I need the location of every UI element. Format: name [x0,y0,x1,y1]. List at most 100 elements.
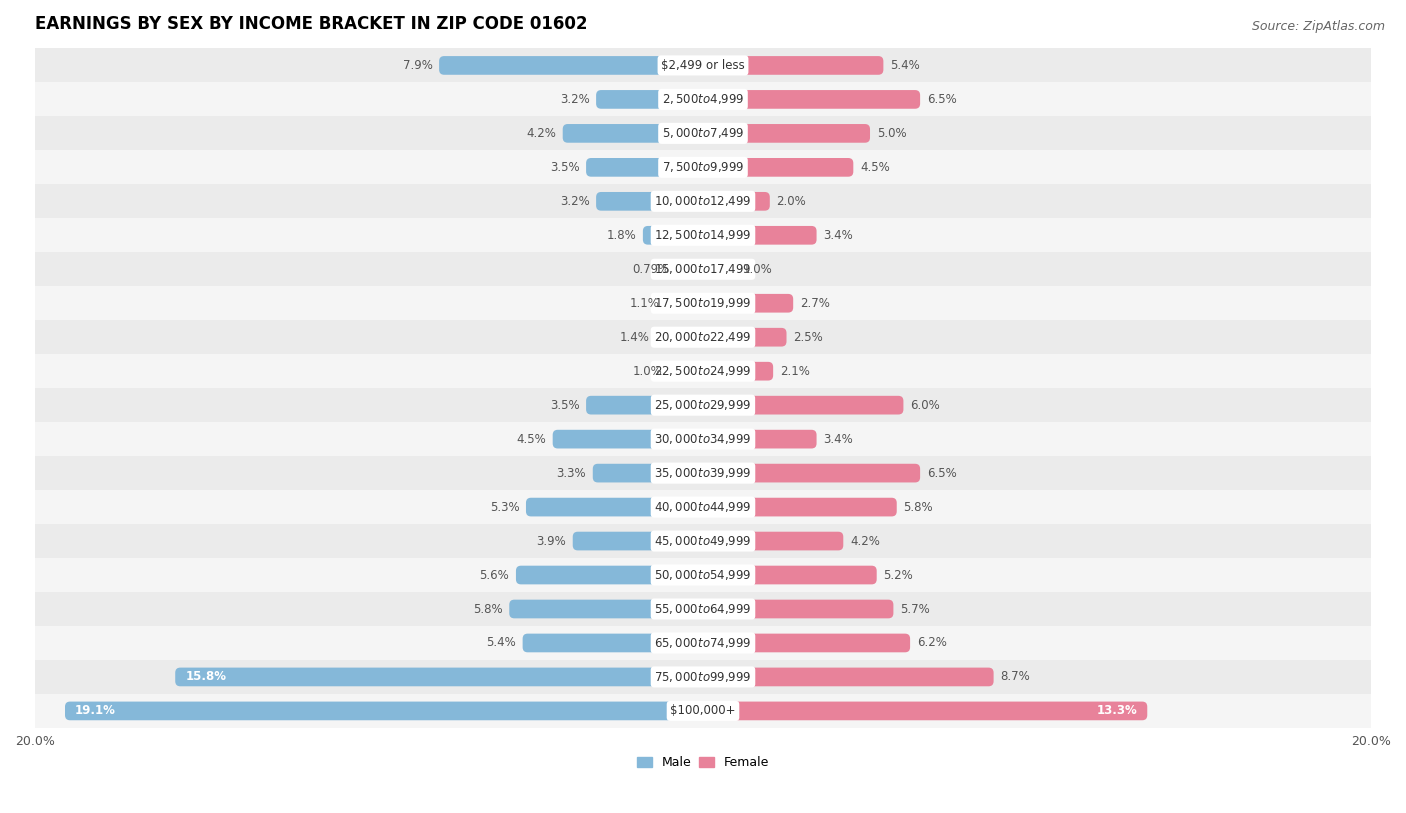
Text: 3.5%: 3.5% [550,398,579,411]
Text: $40,000 to $44,999: $40,000 to $44,999 [654,500,752,514]
Text: $2,500 to $4,999: $2,500 to $4,999 [662,93,744,107]
FancyBboxPatch shape [703,600,893,619]
FancyBboxPatch shape [703,56,883,75]
Bar [35,592,1371,626]
FancyBboxPatch shape [703,124,870,143]
Text: $15,000 to $17,499: $15,000 to $17,499 [654,263,752,276]
FancyBboxPatch shape [593,463,703,482]
Text: EARNINGS BY SEX BY INCOME BRACKET IN ZIP CODE 01602: EARNINGS BY SEX BY INCOME BRACKET IN ZIP… [35,15,588,33]
Text: $12,500 to $14,999: $12,500 to $14,999 [654,228,752,242]
Text: 6.0%: 6.0% [910,398,939,411]
Bar [35,320,1371,354]
FancyBboxPatch shape [703,430,817,449]
Text: 5.2%: 5.2% [883,568,912,581]
Text: 4.2%: 4.2% [526,127,555,140]
Text: 6.5%: 6.5% [927,467,956,480]
FancyBboxPatch shape [703,566,877,585]
Text: 3.3%: 3.3% [557,467,586,480]
Text: $55,000 to $64,999: $55,000 to $64,999 [654,602,752,616]
Text: 2.1%: 2.1% [780,365,810,378]
Bar [35,116,1371,150]
Text: 2.0%: 2.0% [776,195,806,208]
FancyBboxPatch shape [657,328,703,346]
FancyBboxPatch shape [516,566,703,585]
FancyBboxPatch shape [703,667,994,686]
Text: 3.5%: 3.5% [550,161,579,174]
Text: 4.2%: 4.2% [851,535,880,548]
FancyBboxPatch shape [703,498,897,516]
Bar [35,219,1371,252]
Bar [35,185,1371,219]
FancyBboxPatch shape [596,192,703,211]
Legend: Male, Female: Male, Female [637,756,769,769]
FancyBboxPatch shape [643,226,703,245]
Text: 2.5%: 2.5% [793,331,823,344]
FancyBboxPatch shape [572,532,703,550]
FancyBboxPatch shape [703,362,773,380]
FancyBboxPatch shape [596,90,703,109]
Bar [35,626,1371,660]
Text: 5.8%: 5.8% [904,501,934,514]
Text: $65,000 to $74,999: $65,000 to $74,999 [654,636,752,650]
Bar [35,694,1371,728]
Text: 3.4%: 3.4% [824,228,853,241]
Bar [35,490,1371,524]
Bar [35,354,1371,388]
Text: $50,000 to $54,999: $50,000 to $54,999 [654,568,752,582]
Text: $20,000 to $22,499: $20,000 to $22,499 [654,330,752,344]
Bar [35,456,1371,490]
FancyBboxPatch shape [703,633,910,652]
Text: 1.0%: 1.0% [633,365,662,378]
FancyBboxPatch shape [703,328,786,346]
FancyBboxPatch shape [703,226,817,245]
FancyBboxPatch shape [703,90,920,109]
Bar [35,150,1371,185]
FancyBboxPatch shape [562,124,703,143]
FancyBboxPatch shape [439,56,703,75]
Text: Source: ZipAtlas.com: Source: ZipAtlas.com [1251,20,1385,33]
Text: 5.4%: 5.4% [486,637,516,650]
Text: $75,000 to $99,999: $75,000 to $99,999 [654,670,752,684]
FancyBboxPatch shape [669,362,703,380]
FancyBboxPatch shape [703,463,920,482]
FancyBboxPatch shape [509,600,703,619]
Bar [35,524,1371,558]
Bar [35,422,1371,456]
Text: $7,500 to $9,999: $7,500 to $9,999 [662,160,744,174]
Text: 8.7%: 8.7% [1000,671,1031,684]
FancyBboxPatch shape [176,667,703,686]
FancyBboxPatch shape [586,158,703,176]
Text: $35,000 to $39,999: $35,000 to $39,999 [654,466,752,480]
Text: 6.2%: 6.2% [917,637,946,650]
Text: 3.9%: 3.9% [536,535,567,548]
Text: 5.8%: 5.8% [472,602,502,615]
FancyBboxPatch shape [703,702,1147,720]
FancyBboxPatch shape [666,294,703,312]
Text: 3.2%: 3.2% [560,93,589,106]
Text: 7.9%: 7.9% [402,59,433,72]
Text: 4.5%: 4.5% [860,161,890,174]
Text: $5,000 to $7,499: $5,000 to $7,499 [662,126,744,141]
FancyBboxPatch shape [703,158,853,176]
Bar [35,252,1371,286]
FancyBboxPatch shape [65,702,703,720]
FancyBboxPatch shape [586,396,703,415]
Text: 19.1%: 19.1% [75,704,115,717]
Text: $22,500 to $24,999: $22,500 to $24,999 [654,364,752,378]
Text: $25,000 to $29,999: $25,000 to $29,999 [654,398,752,412]
Text: $30,000 to $34,999: $30,000 to $34,999 [654,433,752,446]
FancyBboxPatch shape [526,498,703,516]
FancyBboxPatch shape [703,192,770,211]
Bar [35,49,1371,82]
Bar [35,82,1371,116]
Bar [35,388,1371,422]
FancyBboxPatch shape [523,633,703,652]
Text: 13.3%: 13.3% [1097,704,1137,717]
Text: 6.5%: 6.5% [927,93,956,106]
FancyBboxPatch shape [703,294,793,312]
Text: 1.4%: 1.4% [620,331,650,344]
FancyBboxPatch shape [703,396,904,415]
Text: $45,000 to $49,999: $45,000 to $49,999 [654,534,752,548]
Text: 5.7%: 5.7% [900,602,929,615]
FancyBboxPatch shape [676,260,703,279]
